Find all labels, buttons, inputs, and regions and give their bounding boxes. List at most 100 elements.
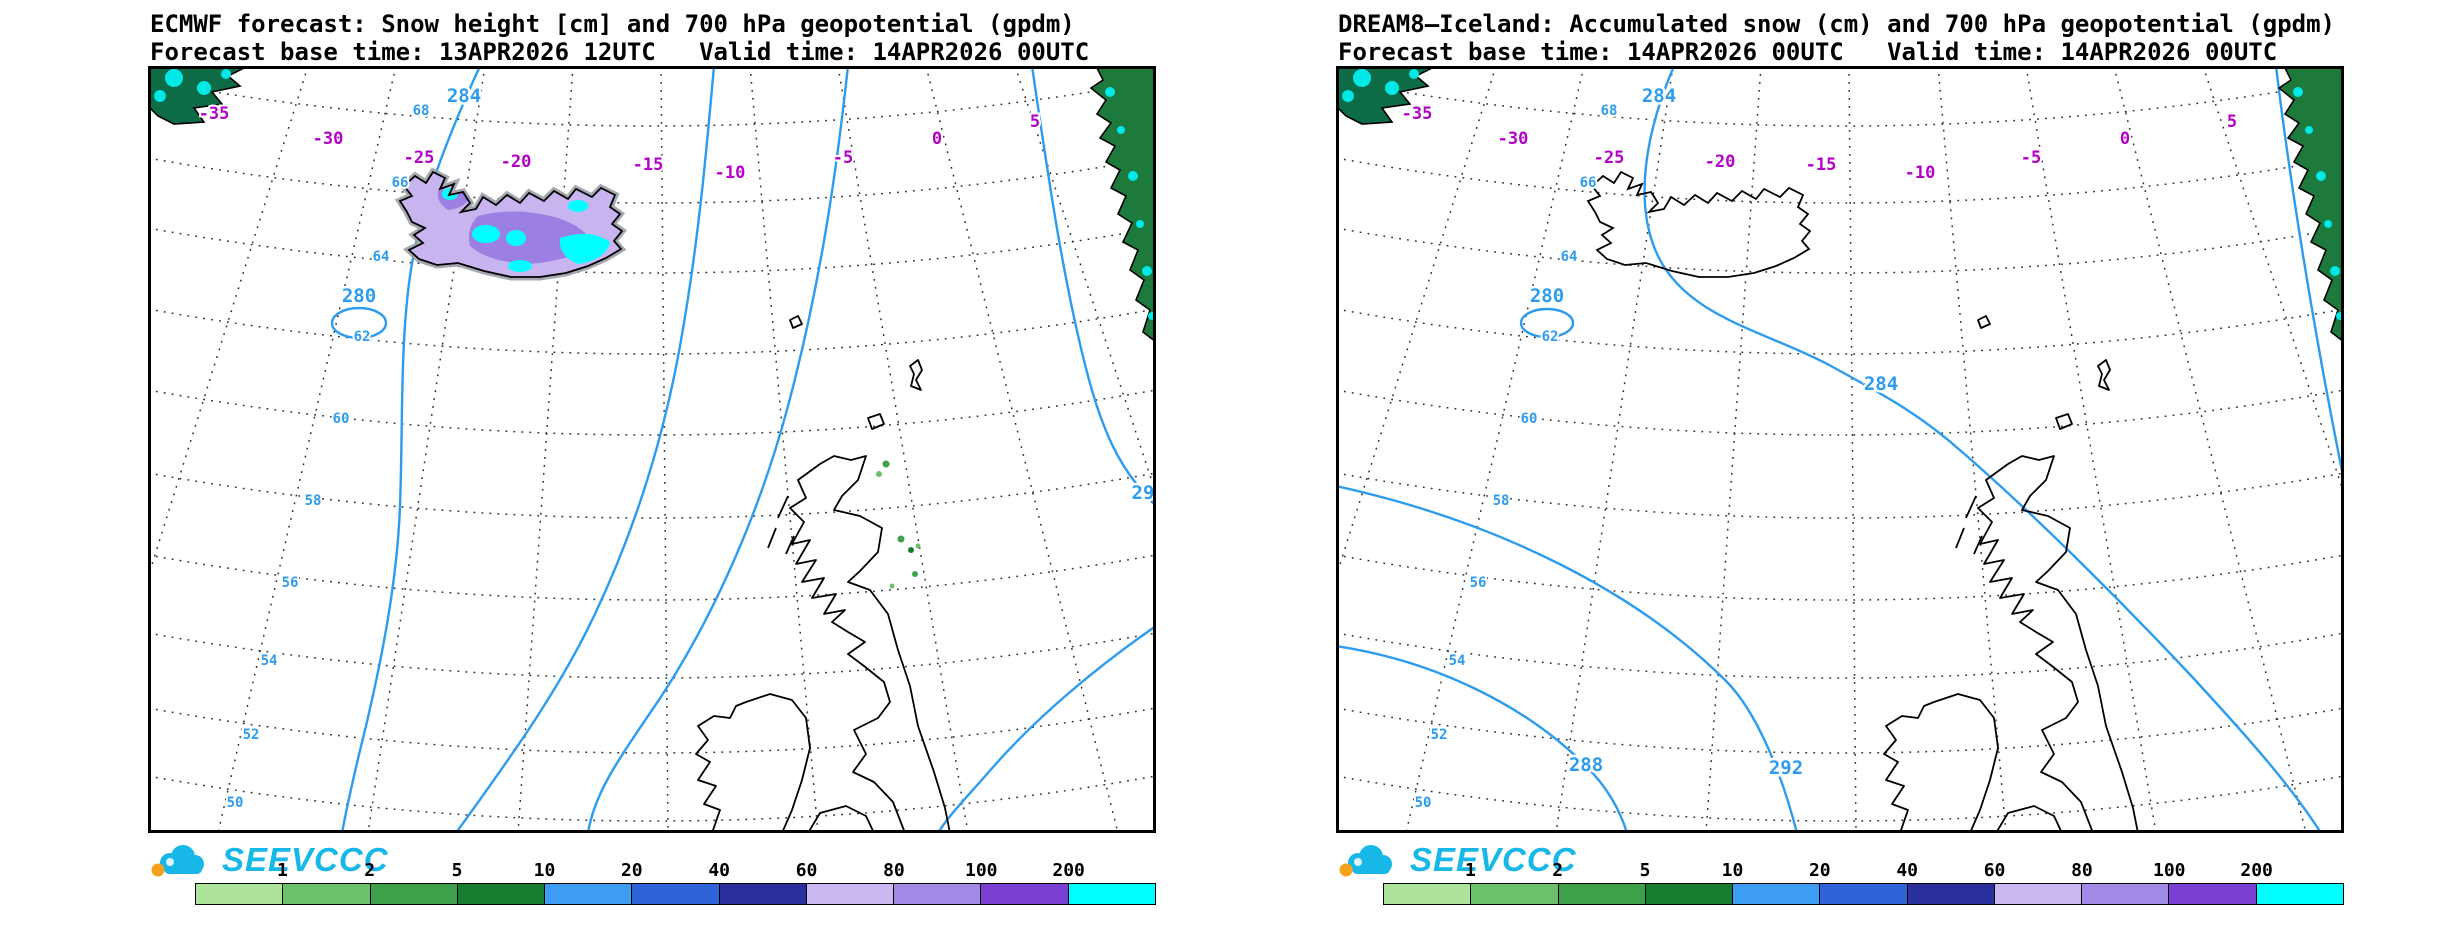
- geopotential-contours: [1336, 66, 2344, 833]
- colorbar-segment: [2256, 884, 2343, 904]
- colorbar-label: 10: [1721, 860, 1744, 881]
- colorbar-segment: [1733, 884, 1821, 904]
- temperature-labels: -35 -30 -25 -20 -15 -10 -5 0 5: [1400, 102, 2239, 185]
- lat-label: 56: [1470, 575, 1487, 591]
- lat-label: 58: [305, 493, 322, 509]
- colorbar-label: 2: [364, 860, 376, 881]
- lat-label: 52: [1431, 727, 1448, 743]
- colorbar-label: 60: [1983, 860, 2006, 881]
- lat-label: 50: [1415, 795, 1432, 811]
- geo-label-280: 280: [1530, 285, 1564, 307]
- colorbar-segment: [545, 884, 633, 904]
- map-dream8: 280 284 284 288 292 -35 -30 -25 -20 -15 …: [1336, 66, 2344, 833]
- colorbar-segment: [1068, 884, 1155, 904]
- snow-colorbar: 1 2 5 10 20 40 60 80 100 200: [195, 860, 1156, 905]
- temp-label: -30: [1498, 129, 1529, 149]
- geo-label-292-clipped: 29: [1132, 482, 1155, 504]
- cloud-icon: [151, 845, 204, 877]
- panel-dream8-titles: DREAM8–Iceland: Accumulated snow (cm) an…: [1338, 10, 2335, 66]
- colorbar-segment: [1994, 884, 2083, 904]
- lat-label: 56: [282, 575, 299, 591]
- map-border: [1336, 66, 2344, 833]
- temp-label: -10: [715, 163, 746, 183]
- lat-label: 66: [392, 175, 409, 191]
- seevccc-logo: SEEVCCC: [148, 838, 389, 882]
- colorbar-label: 5: [451, 860, 463, 881]
- lat-label: 50: [227, 795, 244, 811]
- temp-label: -25: [404, 148, 435, 168]
- colorbar-labels: 1 2 5 10 20 40 60 80 100 200: [1383, 860, 2344, 883]
- colorbar-label: 100: [2153, 860, 2186, 881]
- temp-label: -20: [1705, 152, 1736, 172]
- geo-label-284-mid: 284: [1864, 373, 1898, 395]
- panel-ecmwf-titles: ECMWF forecast: Snow height [cm] and 700…: [150, 10, 1089, 66]
- lat-label: 52: [243, 727, 260, 743]
- scotland-snow-specks: [876, 460, 921, 589]
- temp-label: 5: [1030, 112, 1040, 132]
- map-border: [148, 66, 1156, 833]
- colorbar-segment: [1558, 884, 1646, 904]
- page-title: DREAM8–Iceland: Accumulated snow (cm) an…: [1338, 10, 2335, 38]
- colorbar-segment: [196, 884, 284, 904]
- colorbar-segment: [719, 884, 807, 904]
- panel-dream8: DREAM8–Iceland: Accumulated snow (cm) an…: [1336, 0, 2449, 925]
- lat-label: 66: [1580, 175, 1597, 191]
- contour-280-low: [1519, 307, 1575, 339]
- latitude-labels: 68 66 64 62 60 58 56 54 52 50: [225, 101, 432, 813]
- colorbar-segment: [894, 884, 982, 904]
- colorbar-segment: [1645, 884, 1734, 904]
- colorbar-segment: [2169, 884, 2257, 904]
- geo-label-284-top: 284: [1642, 85, 1676, 107]
- lat-label: 54: [1449, 653, 1466, 669]
- temp-label: -25: [1594, 148, 1625, 168]
- iceland-snowfield: [400, 172, 622, 277]
- colorbar-segment: [2082, 884, 2170, 904]
- temp-label: -5: [2021, 148, 2041, 168]
- colorbar: [1383, 883, 2344, 905]
- temp-label: 0: [2120, 129, 2130, 149]
- snow-colorbar: 1 2 5 10 20 40 60 80 100 200: [1383, 860, 2344, 905]
- colorbar-segment: [283, 884, 371, 904]
- colorbar-labels: 1 2 5 10 20 40 60 80 100 200: [195, 860, 1156, 883]
- colorbar-label: 200: [1052, 860, 1085, 881]
- colorbar-segment: [806, 884, 895, 904]
- colorbar-label: 1: [1464, 860, 1476, 881]
- geo-label-292: 292: [1769, 757, 1803, 779]
- colorbar-label: 80: [2071, 860, 2093, 881]
- colorbar-label: 20: [620, 860, 643, 881]
- geo-label-288: 288: [1569, 754, 1603, 776]
- lat-label: 62: [1542, 329, 1559, 345]
- temp-label: -15: [633, 155, 664, 175]
- lat-label: 62: [354, 329, 371, 345]
- page-title: ECMWF forecast: Snow height [cm] and 700…: [150, 10, 1075, 38]
- colorbar-segment: [1471, 884, 1559, 904]
- panel-ecmwf: ECMWF forecast: Snow height [cm] and 700…: [148, 0, 1358, 925]
- colorbar-segment: [1384, 884, 1472, 904]
- forecast-times: Forecast base time: 14APR2026 00UTC Vali…: [1338, 38, 2278, 66]
- lat-label: 64: [373, 249, 390, 265]
- lat-label: 58: [1493, 493, 1510, 509]
- colorbar-label: 1: [276, 860, 288, 881]
- colorbar-segment: [457, 884, 546, 904]
- forecast-times: Forecast base time: 13APR2026 12UTC Vali…: [150, 38, 1090, 66]
- colorbar-segment: [981, 884, 1069, 904]
- colorbar-segment: [370, 884, 458, 904]
- geopotential-labels: 280 284 29: [339, 83, 1156, 507]
- logo-text: SEEVCCC: [1410, 841, 1577, 878]
- colorbar-label: 60: [795, 860, 818, 881]
- colorbar-label: 20: [1808, 860, 1831, 881]
- lat-label: 60: [1521, 411, 1538, 427]
- colorbar: [195, 883, 1156, 905]
- map-ecmwf: 280 284 29 -35 -30 -25 -20 -15 -10 -5 0 …: [148, 66, 1156, 833]
- map-background: [148, 66, 1156, 833]
- contour-280-low: [330, 306, 388, 340]
- colorbar-segment: [1907, 884, 1995, 904]
- lat-label: 68: [413, 103, 430, 119]
- lat-label: 64: [1561, 249, 1578, 265]
- cloud-icon: [1339, 845, 1392, 877]
- colorbar-label: 2: [1552, 860, 1564, 881]
- temp-label: -20: [501, 152, 532, 172]
- temperature-labels: -35 -30 -25 -20 -15 -10 -5 0 5: [197, 102, 1042, 185]
- temp-label: -35: [1402, 104, 1433, 124]
- geo-label-280: 280: [342, 285, 376, 307]
